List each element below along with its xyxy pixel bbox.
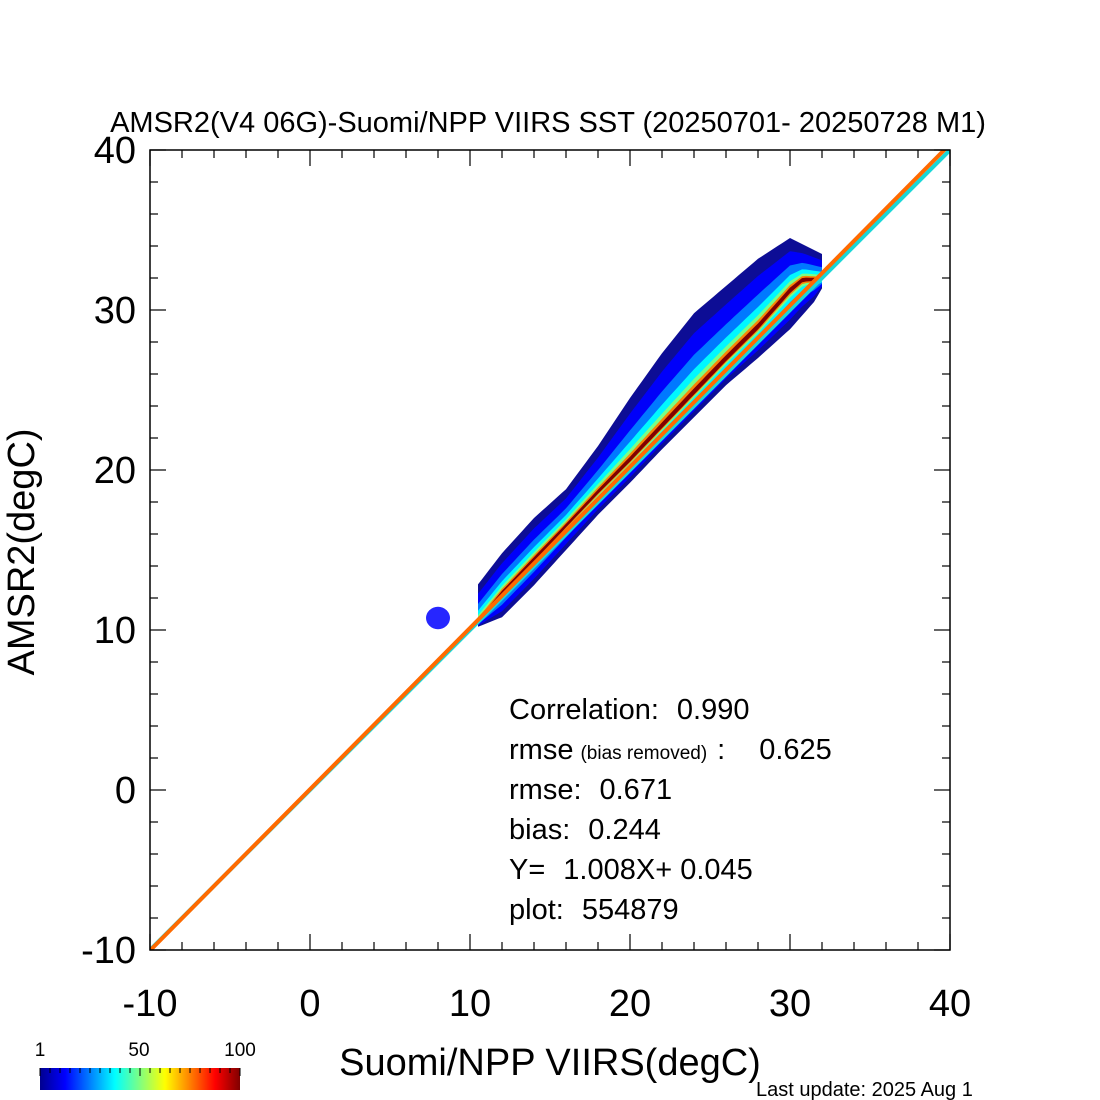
stat-separator: :: [717, 734, 725, 766]
y-tick-label: 10: [94, 610, 136, 652]
axis-ticks: [149, 149, 951, 951]
stat-value: 0.671: [600, 774, 673, 806]
colorbar-minor-ticks: [39, 1068, 241, 1076]
density-cold-cluster: [426, 606, 450, 630]
x-tick-label: 10: [449, 983, 491, 1025]
y-axis-label: AMSR2(degC): [1, 428, 43, 675]
colorbar-gradient: [40, 1068, 240, 1090]
stat-label: plot:: [509, 894, 564, 926]
y-tick-label: 40: [94, 130, 136, 172]
x-tick-labels: -10 0 10 20 30 40: [123, 983, 972, 1025]
chart-title: AMSR2(V4 06G)-Suomi/NPP VIIRS SST (20250…: [110, 107, 986, 139]
stat-line: rmse: 0.671: [509, 774, 672, 806]
x-tick-label: 30: [769, 983, 811, 1025]
regression-line: [150, 150, 948, 950]
stat-line: bias: 0.244: [509, 814, 661, 846]
stat-value: 0.244: [588, 814, 661, 846]
stat-qualifier: (bias removed): [580, 743, 707, 764]
x-axis-label: Suomi/NPP VIIRS(degC): [339, 1042, 761, 1084]
y-tick-label: 20: [94, 450, 136, 492]
stat-label: Y=: [509, 854, 545, 886]
y-tick-labels: -10 0 10 20 30 40: [81, 130, 136, 972]
stat-value: 554879: [582, 894, 679, 926]
last-update-text: Last update: 2025 Aug 1: [756, 1079, 973, 1100]
y-tick-label: 0: [115, 770, 136, 812]
stat-line: plot: 554879: [509, 894, 679, 926]
colorbar-tick-labels: 1 50 100: [35, 1040, 256, 1061]
x-tick-label: 40: [929, 983, 971, 1025]
stat-label: rmse: [509, 734, 573, 766]
x-tick-label: 0: [299, 983, 320, 1025]
stat-value: 1.008X+ 0.045: [563, 854, 752, 886]
x-tick-label: -10: [123, 983, 178, 1025]
x-tick-label: 20: [609, 983, 651, 1025]
y-tick-label: -10: [81, 930, 136, 972]
colorbar-label: 50: [128, 1040, 149, 1061]
stat-label: bias:: [509, 814, 570, 846]
colorbar: 1 50 100: [35, 1040, 256, 1090]
density-scatter: [426, 238, 822, 630]
stat-line: Y= 1.008X+ 0.045: [509, 854, 753, 886]
stat-line: Correlation: 0.990: [509, 694, 749, 726]
stat-label: rmse:: [509, 774, 582, 806]
statistics-box: Correlation: 0.990 rmse (bias removed): 0.62…: [509, 694, 832, 926]
y-tick-label: 30: [94, 290, 136, 332]
stat-line: rmse (bias removed): 0.625: [509, 734, 832, 766]
colorbar-label: 100: [224, 1040, 256, 1061]
plot-frame: [149, 149, 951, 951]
fit-lines: [150, 150, 950, 950]
colorbar-label: 1: [35, 1040, 46, 1061]
stat-value: 0.990: [677, 694, 750, 726]
stat-label: Correlation:: [509, 694, 659, 726]
stat-value: 0.625: [759, 734, 832, 766]
